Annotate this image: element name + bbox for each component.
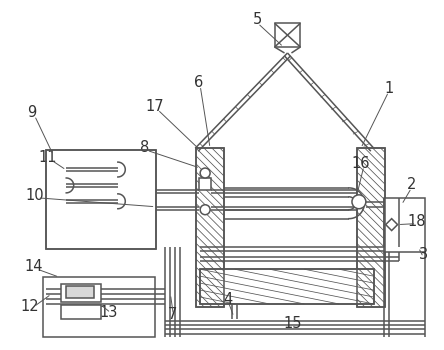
Text: 7: 7 bbox=[168, 307, 177, 322]
Bar bbox=[47, 150, 155, 250]
Text: 13: 13 bbox=[100, 306, 118, 320]
Bar bbox=[47, 150, 155, 250]
Bar bbox=[196, 148, 224, 307]
Bar bbox=[200, 269, 374, 304]
Text: 4: 4 bbox=[223, 292, 233, 307]
Bar bbox=[66, 286, 94, 298]
Circle shape bbox=[200, 205, 210, 215]
Bar bbox=[44, 277, 155, 337]
Text: 14: 14 bbox=[24, 259, 43, 274]
Text: 1: 1 bbox=[384, 81, 393, 96]
Polygon shape bbox=[386, 219, 397, 231]
Circle shape bbox=[352, 195, 366, 209]
Text: 9: 9 bbox=[27, 105, 36, 120]
Bar bbox=[200, 269, 374, 304]
Text: 11: 11 bbox=[38, 150, 57, 164]
Text: 8: 8 bbox=[140, 140, 149, 155]
Circle shape bbox=[200, 168, 210, 178]
Text: 17: 17 bbox=[145, 99, 164, 114]
Bar bbox=[274, 23, 301, 47]
Bar bbox=[61, 284, 101, 302]
Text: 3: 3 bbox=[419, 247, 428, 262]
Text: 5: 5 bbox=[253, 12, 262, 27]
Text: 2: 2 bbox=[407, 177, 416, 192]
Text: 6: 6 bbox=[194, 75, 203, 90]
Text: 10: 10 bbox=[25, 188, 44, 203]
Bar bbox=[384, 198, 425, 252]
Text: 12: 12 bbox=[20, 300, 39, 314]
Text: 15: 15 bbox=[283, 316, 301, 331]
Bar bbox=[357, 148, 385, 307]
Bar bbox=[357, 148, 385, 307]
Bar bbox=[61, 305, 101, 319]
Bar bbox=[199, 178, 211, 190]
Bar bbox=[196, 148, 224, 307]
Text: 18: 18 bbox=[407, 214, 426, 229]
Text: 16: 16 bbox=[352, 156, 370, 170]
